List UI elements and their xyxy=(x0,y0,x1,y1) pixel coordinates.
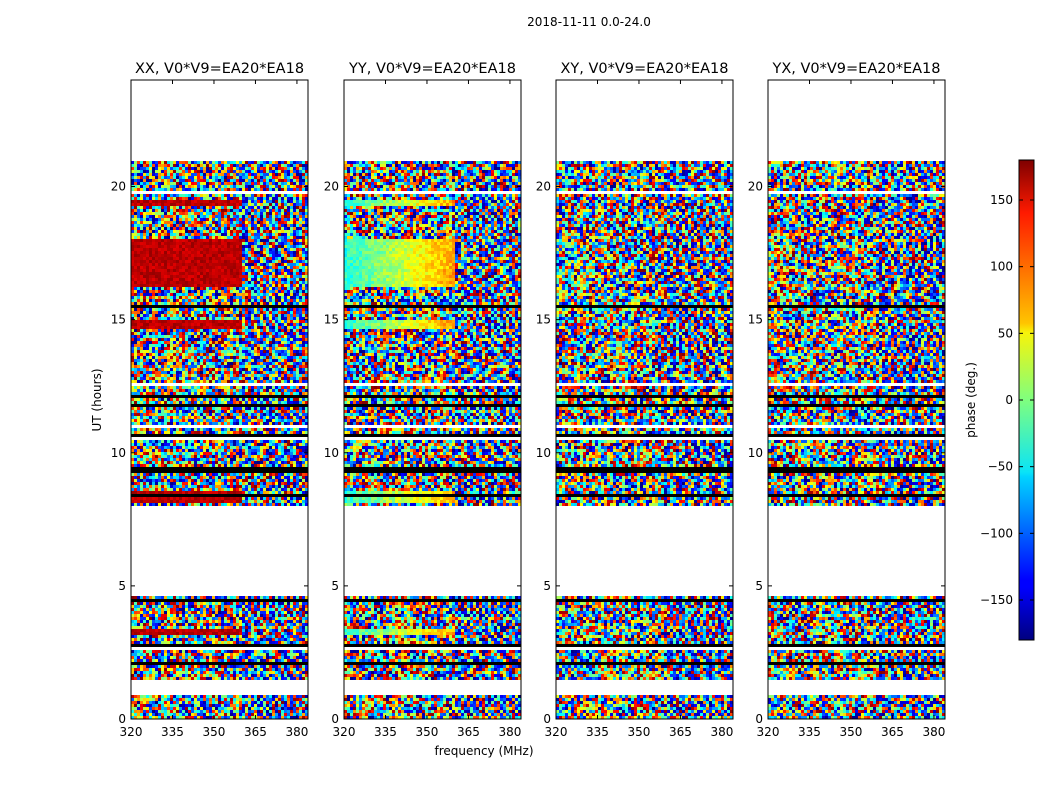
x-tick-label: 320 xyxy=(333,725,356,739)
colorbar-tick-label: 100 xyxy=(990,260,1013,274)
x-tick-label: 350 xyxy=(840,725,863,739)
panel-yy: YY, V0*V9=EA20*EA18 320 335 350 365 380 0 5 10 15… xyxy=(324,61,522,739)
phase-heatmap xyxy=(344,161,521,719)
y-tick-label: 20 xyxy=(111,180,126,194)
colorbar-tick-label: −150 xyxy=(980,593,1013,607)
x-tick-label: 365 xyxy=(457,725,480,739)
x-tick-label: 335 xyxy=(798,725,821,739)
x-tick-label: 335 xyxy=(161,725,184,739)
x-tick-label: 365 xyxy=(881,725,904,739)
y-tick-label: 15 xyxy=(748,313,763,327)
y-tick-label: 0 xyxy=(331,712,339,726)
y-tick-label: 5 xyxy=(331,579,339,593)
panel-title: XX, V0*V9=EA20*EA18 xyxy=(135,61,304,77)
x-tick-label: 365 xyxy=(669,725,692,739)
colorbar-tick-label: 50 xyxy=(998,326,1013,340)
x-tick-label: 335 xyxy=(374,725,397,739)
panels: XX, V0*V9=EA20*EA18 320 335 350 365 380 0 5 10 15… xyxy=(111,61,946,739)
y-tick-label: 20 xyxy=(324,180,339,194)
x-tick-label: 320 xyxy=(120,725,143,739)
x-axis-label: frequency (MHz) xyxy=(434,744,533,758)
y-tick-label: 5 xyxy=(755,579,763,593)
x-tick-label: 350 xyxy=(628,725,651,739)
y-tick-label: 20 xyxy=(748,180,763,194)
y-tick-label: 10 xyxy=(111,446,126,460)
panel-xx: XX, V0*V9=EA20*EA18 320 335 350 365 380 0 5 10 15… xyxy=(111,61,309,739)
colorbar-tick-label: −50 xyxy=(988,460,1013,474)
y-tick-label: 10 xyxy=(748,446,763,460)
panel-xy: XY, V0*V9=EA20*EA18 320 335 350 365 380 0 5 10 15… xyxy=(536,61,734,739)
x-tick-label: 380 xyxy=(922,725,945,739)
x-tick-label: 320 xyxy=(757,725,780,739)
y-tick-label: 20 xyxy=(536,180,551,194)
y-tick-label: 15 xyxy=(111,313,126,327)
x-tick-label: 350 xyxy=(416,725,439,739)
y-tick-label: 15 xyxy=(324,313,339,327)
y-tick-label: 0 xyxy=(543,712,551,726)
x-tick-label: 380 xyxy=(498,725,521,739)
colorbar-tick-label: −100 xyxy=(980,526,1013,540)
y-tick-label: 0 xyxy=(118,712,126,726)
x-tick-label: 380 xyxy=(710,725,733,739)
y-tick-label: 15 xyxy=(536,313,551,327)
x-tick-label: 335 xyxy=(586,725,609,739)
panel-title: YX, V0*V9=EA20*EA18 xyxy=(771,61,940,77)
panel-yx: YX, V0*V9=EA20*EA18 320 335 350 365 380 0 5 10 15… xyxy=(748,61,946,739)
phase-heatmap xyxy=(556,161,733,719)
colorbar-tick-label: 150 xyxy=(990,193,1013,207)
x-tick-label: 320 xyxy=(545,725,568,739)
y-tick-label: 0 xyxy=(755,712,763,726)
colorbar-label: phase (deg.) xyxy=(964,362,978,438)
y-tick-label: 5 xyxy=(543,579,551,593)
phase-heatmap xyxy=(131,161,308,719)
y-tick-label: 10 xyxy=(536,446,551,460)
y-tick-label: 5 xyxy=(118,579,126,593)
colorbar-tick-label: 0 xyxy=(1005,393,1013,407)
phase-heatmap xyxy=(768,161,945,719)
panel-title: YY, V0*V9=EA20*EA18 xyxy=(348,61,516,77)
y-axis-label: UT (hours) xyxy=(90,368,104,431)
figure-suptitle: 2018-11-11 0.0-24.0 xyxy=(527,15,651,29)
x-tick-label: 365 xyxy=(244,725,267,739)
colorbar: 150 100 50 0 −50 −100 −150 phase (deg.) xyxy=(964,160,1034,640)
x-tick-label: 350 xyxy=(203,725,226,739)
figure: 2018-11-11 0.0-24.0 XX, V0*V9=EA20*EA18 3… xyxy=(0,0,1050,800)
x-tick-label: 380 xyxy=(285,725,308,739)
panel-title: XY, V0*V9=EA20*EA18 xyxy=(560,61,728,77)
y-tick-label: 10 xyxy=(324,446,339,460)
